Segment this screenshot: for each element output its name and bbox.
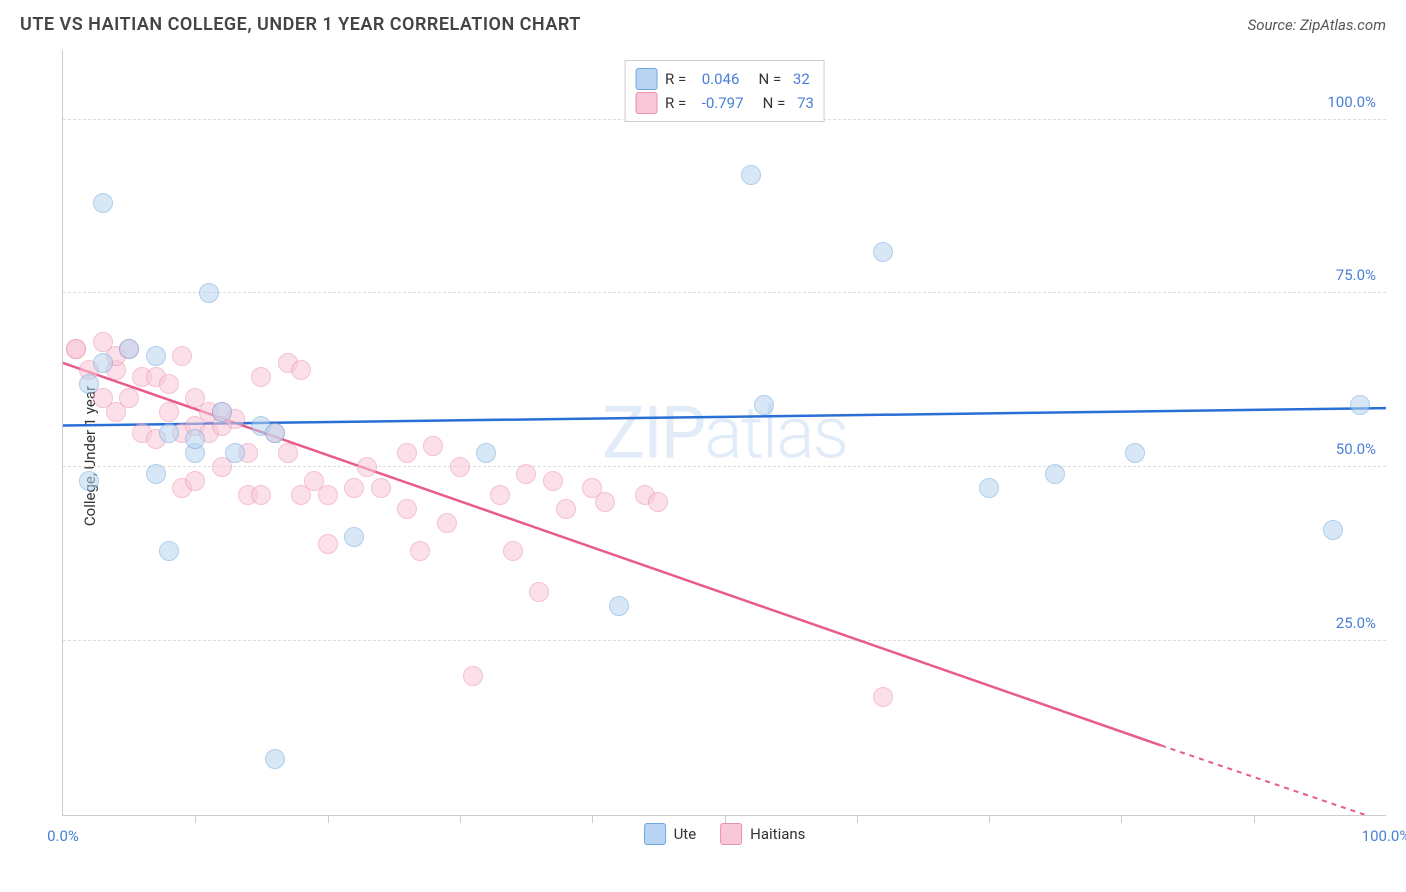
y-tick-label: 75.0%	[1336, 266, 1376, 284]
legend-swatch	[635, 68, 657, 90]
data-point	[146, 464, 166, 484]
data-point	[423, 436, 443, 456]
y-tick-label: 25.0%	[1336, 614, 1376, 632]
data-point	[251, 367, 271, 387]
plot-area: ZIPatlas 25.0%50.0%75.0%100.0%0.0%100.0%…	[62, 50, 1386, 816]
data-point	[318, 534, 338, 554]
legend-item: Haitians	[720, 823, 805, 845]
data-point	[503, 541, 523, 561]
series-legend: Ute Haitians	[644, 823, 806, 845]
data-point	[159, 423, 179, 443]
data-point	[450, 457, 470, 477]
data-point	[1323, 520, 1343, 540]
data-point	[397, 443, 417, 463]
y-tick-label: 50.0%	[1336, 440, 1376, 458]
data-point	[529, 582, 549, 602]
data-point	[1045, 464, 1065, 484]
data-point	[291, 360, 311, 380]
data-point	[185, 429, 205, 449]
data-point	[159, 541, 179, 561]
data-point	[225, 443, 245, 463]
source-label: Source: ZipAtlas.com	[1248, 16, 1386, 34]
x-tick	[1254, 815, 1255, 823]
x-tick	[989, 815, 990, 823]
data-point	[159, 402, 179, 422]
data-point	[199, 283, 219, 303]
data-point	[516, 464, 536, 484]
gridline	[63, 292, 1386, 293]
correlation-legend: R = 0.046 N = 32R = -0.797 N = 73	[624, 60, 825, 122]
legend-label: Haitians	[750, 825, 805, 843]
gridline	[63, 466, 1386, 467]
data-point	[172, 346, 192, 366]
chart-title: UTE VS HAITIAN COLLEGE, UNDER 1 YEAR COR…	[20, 14, 581, 35]
data-point	[476, 443, 496, 463]
data-point	[265, 423, 285, 443]
data-point	[609, 596, 629, 616]
legend-item: Ute	[644, 823, 697, 845]
data-point	[119, 388, 139, 408]
data-point	[185, 471, 205, 491]
data-point	[979, 478, 999, 498]
data-point	[741, 165, 761, 185]
x-tick	[857, 815, 858, 823]
data-point	[873, 242, 893, 262]
data-point	[1125, 443, 1145, 463]
data-point	[159, 374, 179, 394]
data-point	[344, 527, 364, 547]
data-point	[146, 346, 166, 366]
data-point	[79, 374, 99, 394]
gridline	[63, 640, 1386, 641]
n-value: 73	[797, 91, 814, 115]
x-tick	[328, 815, 329, 823]
data-point	[410, 541, 430, 561]
data-point	[754, 395, 774, 415]
x-tick	[195, 815, 196, 823]
data-point	[397, 499, 417, 519]
data-point	[251, 485, 271, 505]
data-point	[212, 402, 232, 422]
data-point	[278, 443, 298, 463]
y-tick-label: 100.0%	[1327, 93, 1376, 111]
x-tick-label: 0.0%	[47, 827, 79, 845]
n-value: 32	[793, 67, 810, 91]
legend-row: R = 0.046 N = 32	[635, 67, 814, 91]
legend-label: Ute	[674, 825, 697, 843]
data-point	[344, 478, 364, 498]
x-tick	[460, 815, 461, 823]
r-value: -0.797	[698, 91, 744, 115]
x-tick	[592, 815, 593, 823]
x-tick-label: 100.0%	[1362, 827, 1406, 845]
data-point	[119, 339, 139, 359]
data-point	[93, 193, 113, 213]
x-tick	[1121, 815, 1122, 823]
watermark: ZIPatlas	[602, 390, 847, 475]
data-point	[595, 492, 615, 512]
data-point	[1350, 395, 1370, 415]
data-point	[265, 749, 285, 769]
legend-swatch	[644, 823, 666, 845]
data-point	[873, 687, 893, 707]
legend-swatch	[720, 823, 742, 845]
data-point	[357, 457, 377, 477]
data-point	[437, 513, 457, 533]
data-point	[318, 485, 338, 505]
data-point	[648, 492, 668, 512]
data-point	[490, 485, 510, 505]
r-value: 0.046	[698, 67, 739, 91]
data-point	[79, 471, 99, 491]
data-point	[93, 353, 113, 373]
legend-swatch	[635, 92, 657, 114]
chart-container: College, Under 1 year ZIPatlas 25.0%50.0…	[20, 50, 1386, 862]
data-point	[66, 339, 86, 359]
legend-row: R = -0.797 N = 73	[635, 91, 814, 115]
data-point	[371, 478, 391, 498]
x-tick	[725, 815, 726, 823]
data-point	[463, 666, 483, 686]
data-point	[543, 471, 563, 491]
data-point	[556, 499, 576, 519]
